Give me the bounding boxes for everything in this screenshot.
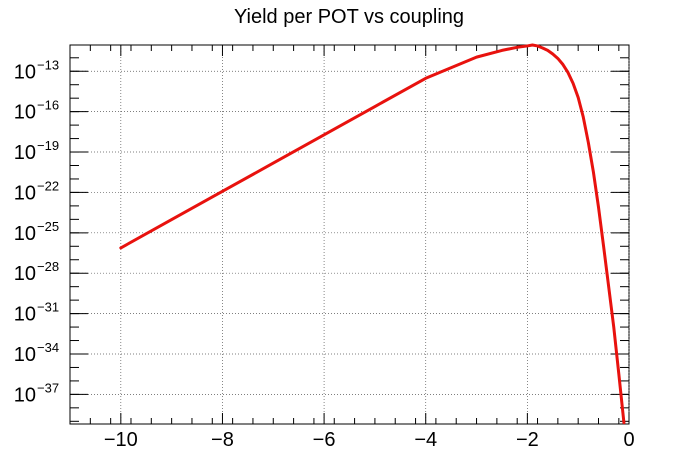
y-tick-label: 10 [14,61,36,83]
y-tick-label: 10 [14,142,36,164]
y-tick-label-exponent: −22 [37,178,59,193]
y-tick-label-base: 10 [14,102,36,124]
series-layer [119,43,626,425]
y-tick-label: 10 [14,304,36,326]
grid [70,45,630,424]
y-tick-label-base: 10 [14,182,36,204]
y-tick-label-base: 10 [14,384,36,406]
y-tick-label: 10 [14,223,36,245]
x-tick-label: −8 [211,429,234,451]
x-tick-label: −4 [414,429,437,451]
y-tick-label: 10 [14,102,36,124]
y-tick-label-exponent: −31 [37,300,59,315]
y-tick-label-exponent: −25 [37,219,59,234]
x-tick-label: −10 [104,429,138,451]
plot-frame [69,44,630,425]
y-tick-label-base: 10 [14,61,36,83]
y-tick-label-exponent: −28 [37,259,59,274]
y-tick-label-base: 10 [14,304,36,326]
x-tick-label: −6 [313,429,336,451]
y-tick-label-exponent: −19 [37,138,59,153]
y-tick-label-base: 10 [14,223,36,245]
series-line [119,43,626,425]
y-tick-label-base: 10 [14,142,36,164]
y-tick-label-base: 10 [14,263,36,285]
y-tick-label: 10 [14,263,36,285]
y-tick-label-exponent: −16 [37,98,59,113]
y-tick-label: 10 [14,384,36,406]
y-tick-label-exponent: −34 [37,340,59,355]
y-tick-label: 10 [14,344,36,366]
chart-title: Yield per POT vs coupling [234,6,464,28]
y-tick-label: 10 [14,182,36,204]
x-tick-label: −2 [516,429,539,451]
y-tick-label-base: 10 [14,344,36,366]
y-tick-label-exponent: −37 [37,380,59,395]
y-tick-label-exponent: −13 [37,57,59,72]
x-tick-label: 0 [623,429,634,451]
